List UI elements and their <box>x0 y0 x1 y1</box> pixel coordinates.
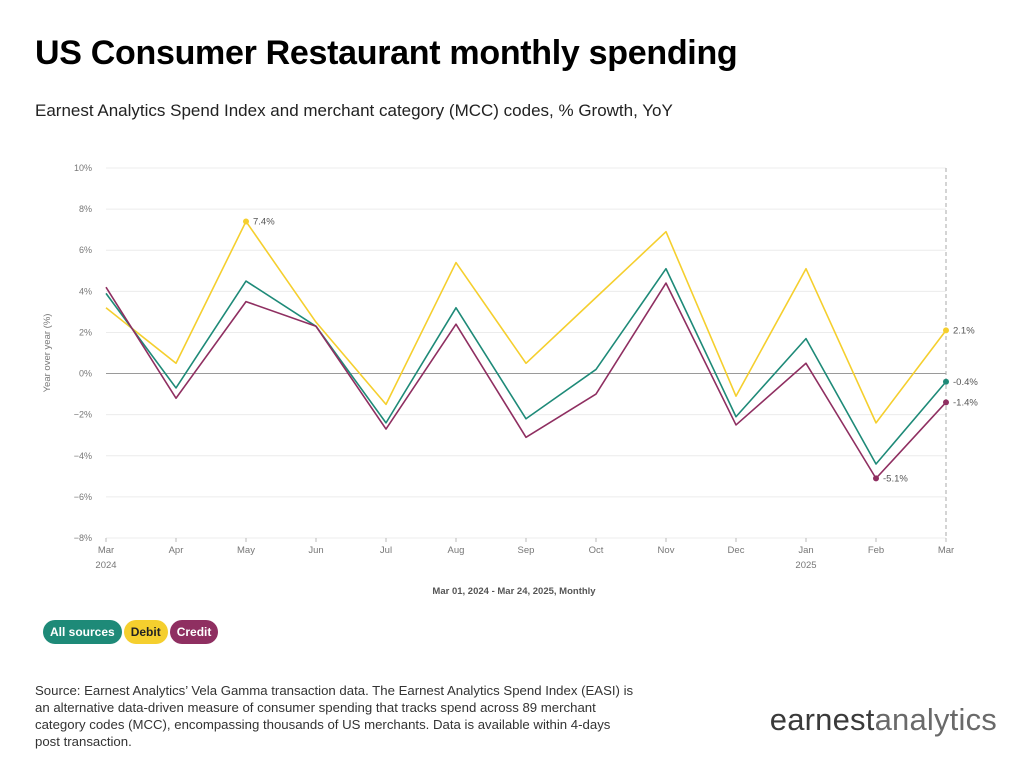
y-tick-label: 10% <box>74 163 92 173</box>
y-tick-label: −6% <box>74 492 92 502</box>
y-axis-label: Year over year (%) <box>42 314 53 393</box>
source-note: Source: Earnest Analytics’ Vela Gamma tr… <box>35 683 634 749</box>
y-tick-label: 4% <box>79 286 92 296</box>
legend-debit[interactable]: Debit <box>123 620 168 644</box>
x-tick-label: Mar <box>938 545 954 556</box>
x-tick-year-label: 2025 <box>795 560 816 571</box>
x-tick-label: Jul <box>380 545 392 556</box>
x-tick-label: Aug <box>448 545 465 556</box>
data-point-marker <box>943 327 949 334</box>
x-tick-label: Feb <box>868 545 884 556</box>
legend-all-sources[interactable]: All sources <box>43 620 122 644</box>
data-label: 7.4% <box>253 216 275 227</box>
data-label: -1.4% <box>953 397 978 408</box>
y-tick-label: 2% <box>79 327 92 337</box>
data-point-marker <box>873 475 879 482</box>
legend: All sources Debit Credit <box>43 620 219 644</box>
data-label: 2.1% <box>953 325 975 336</box>
logo-part-earnest: earnest <box>769 702 875 737</box>
data-label: -0.4% <box>953 377 978 388</box>
x-tick-label: Sep <box>518 545 535 556</box>
x-axis-label: Mar 01, 2024 - Mar 24, 2025, Monthly <box>432 586 596 597</box>
data-point-marker <box>243 218 249 225</box>
x-tick-label: May <box>237 545 255 556</box>
brand-logo: earnestanalytics <box>770 702 997 738</box>
series-line-credit <box>105 282 947 480</box>
y-tick-label: 0% <box>79 369 92 379</box>
page-subtitle: Earnest Analytics Spend Index and mercha… <box>35 101 673 120</box>
x-tick-label: Oct <box>589 545 604 556</box>
data-label: -5.1% <box>883 473 908 484</box>
logo-part-analytics: analytics <box>874 702 997 737</box>
page-title: US Consumer Restaurant monthly spending <box>35 34 738 72</box>
y-tick-label: −4% <box>74 451 92 461</box>
x-tick-label: Dec <box>728 545 745 556</box>
x-tick-label: Mar <box>98 545 114 556</box>
x-tick-label: Apr <box>169 545 184 556</box>
y-tick-label: −2% <box>74 410 92 420</box>
x-tick-year-label: 2024 <box>95 560 116 571</box>
series-line-all-sources <box>105 267 947 465</box>
y-tick-label: 8% <box>79 204 92 214</box>
legend-credit[interactable]: Credit <box>169 620 219 644</box>
x-tick-label: Jun <box>308 545 323 556</box>
x-tick-label: Jan <box>798 545 813 556</box>
y-tick-label: 6% <box>79 245 92 255</box>
y-tick-label: −8% <box>74 533 92 543</box>
data-point-marker <box>943 399 949 406</box>
data-point-marker <box>943 378 949 385</box>
x-tick-label: Nov <box>658 545 675 556</box>
